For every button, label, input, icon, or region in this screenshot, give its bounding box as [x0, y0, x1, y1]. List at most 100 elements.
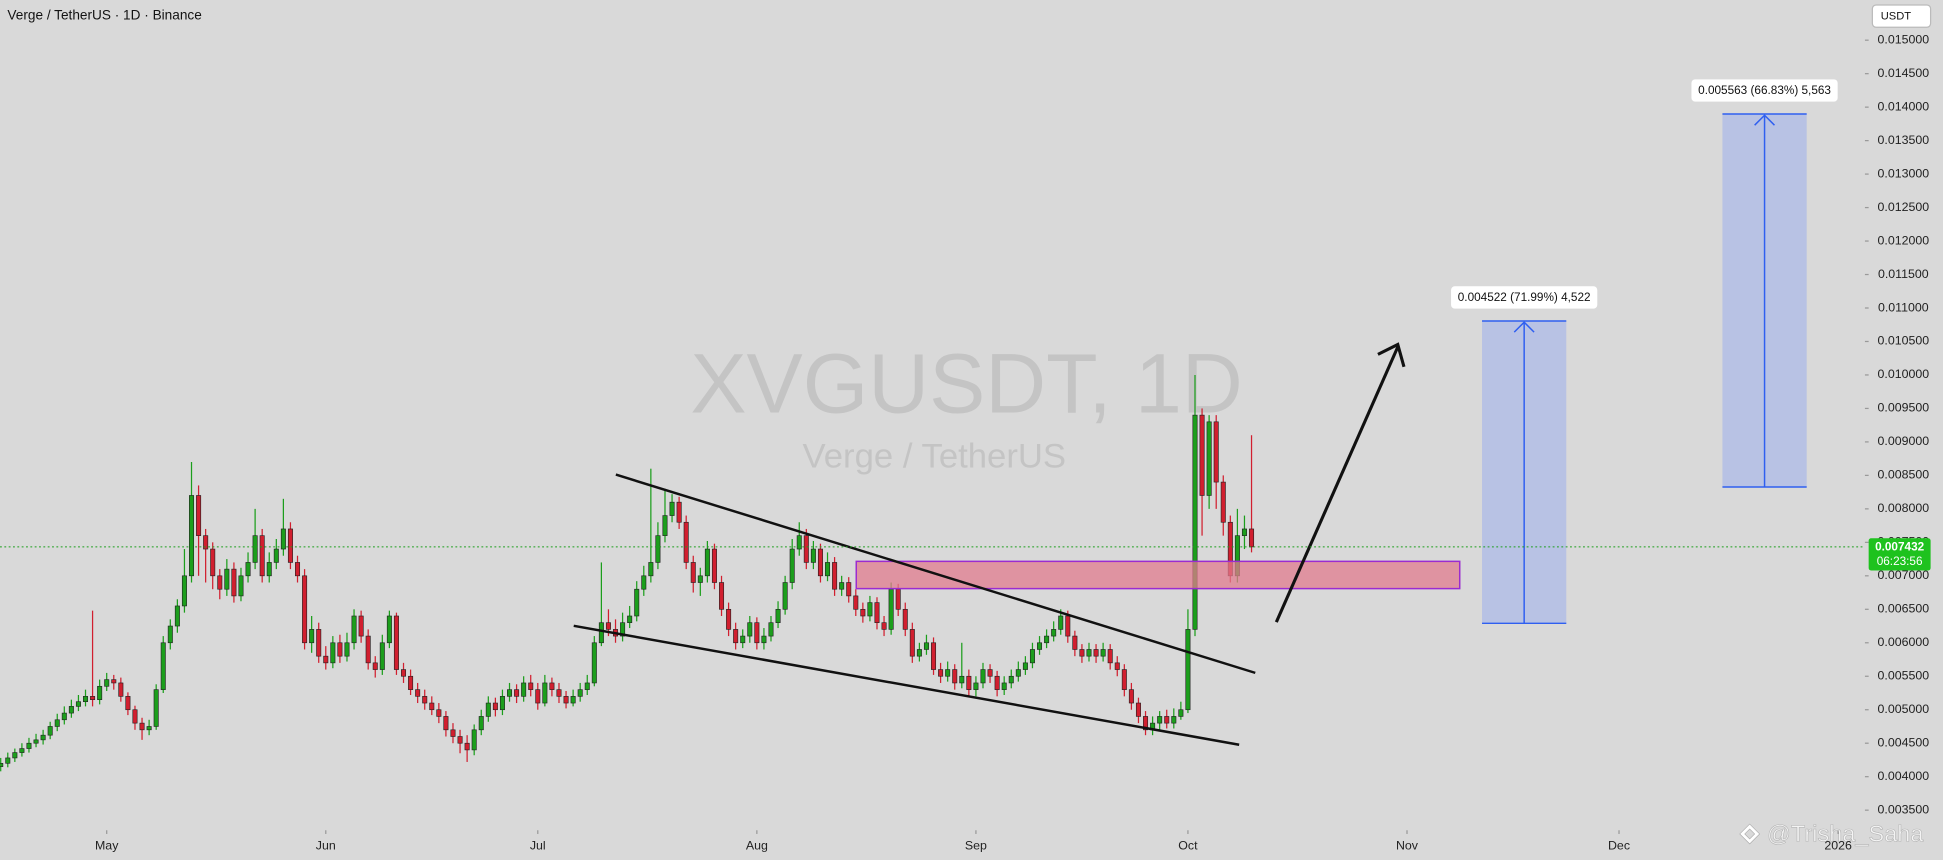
y-tick-label: 0.007000	[1878, 568, 1930, 582]
candle-body	[909, 629, 915, 657]
candle-body	[1185, 629, 1191, 711]
candle-body	[478, 716, 484, 731]
candle-body	[492, 702, 498, 711]
support-zone	[855, 560, 1461, 590]
candle-body	[196, 495, 202, 536]
candle-body	[825, 562, 831, 577]
candle-body	[1213, 421, 1219, 483]
candle-body	[641, 575, 647, 590]
candle-body	[153, 689, 159, 727]
candle-body	[1072, 635, 1078, 650]
candle-body	[740, 635, 746, 644]
signature-text: @Trisha_Saha	[1767, 820, 1924, 846]
candle-body	[881, 622, 887, 630]
candle-body	[1029, 649, 1035, 664]
candle-body	[1015, 669, 1021, 677]
candle-body	[1107, 649, 1113, 664]
y-tick-label: 0.006000	[1878, 635, 1930, 649]
x-tick-label: Jul	[530, 839, 546, 853]
candle-body	[464, 742, 470, 751]
candle-body	[690, 562, 696, 583]
candle-body	[747, 622, 753, 637]
candle-body	[874, 602, 880, 623]
y-tick-label: 0.003500	[1878, 802, 1930, 816]
candle-body	[789, 548, 795, 583]
candle-body	[584, 682, 590, 690]
candle-body	[902, 608, 908, 630]
candle-body	[245, 562, 251, 577]
last-price-label: 0.007432	[1875, 541, 1925, 554]
candle-body	[726, 608, 732, 630]
x-tick-label: Nov	[1396, 839, 1419, 853]
arrow	[1274, 346, 1400, 623]
candle-body	[627, 615, 633, 623]
candle-body	[733, 629, 739, 644]
y-tick-label: 0.014500	[1878, 66, 1930, 80]
chart-title: Verge / TetherUS · 1D · Binance	[7, 8, 201, 23]
candle-body	[542, 682, 548, 704]
candle-body	[775, 608, 781, 623]
candle-body	[83, 696, 89, 703]
candle-body	[796, 535, 802, 550]
candle-body	[1022, 662, 1028, 670]
y-tick-label: 0.010500	[1878, 334, 1930, 348]
candle-body	[408, 675, 414, 690]
candle-body	[323, 655, 329, 664]
candle-body	[711, 548, 717, 583]
y-tick-label: 0.015000	[1878, 32, 1930, 46]
candle-body	[280, 528, 286, 550]
candle-body	[1128, 689, 1134, 704]
candle-body	[895, 588, 901, 610]
candle-body	[803, 535, 809, 563]
candle-body	[1001, 682, 1007, 690]
watermark-name: Verge / TetherUS	[803, 438, 1067, 476]
y-tick-label: 0.004000	[1878, 769, 1930, 783]
candle-body	[1206, 421, 1212, 496]
candle-body	[704, 548, 710, 577]
candle-body	[146, 726, 152, 731]
candle-body	[782, 582, 788, 610]
candle-body	[125, 696, 131, 711]
candle-body	[683, 521, 689, 563]
signature-logo	[1739, 823, 1761, 845]
y-tick-label: 0.012500	[1878, 200, 1930, 214]
candle-body	[1037, 642, 1043, 650]
candle-body	[556, 689, 562, 697]
candle-body	[528, 682, 534, 690]
signature: @Trisha_Saha	[1739, 820, 1925, 847]
candle-body	[365, 635, 371, 664]
target-arrow-head	[1754, 114, 1776, 126]
y-tick-label: 0.008500	[1878, 468, 1930, 482]
candle-body	[132, 709, 138, 724]
candle-body	[422, 696, 428, 704]
candle-body	[273, 548, 279, 563]
candle-body	[860, 608, 866, 617]
candle-body	[1171, 716, 1177, 724]
candle-body	[309, 629, 315, 644]
candle-body	[330, 642, 336, 664]
candle-body	[605, 622, 611, 630]
candle-body	[238, 575, 244, 597]
y-tick-label: 0.009500	[1878, 401, 1930, 415]
candle-body	[358, 615, 364, 637]
candle-body	[118, 682, 124, 697]
y-tick-label: 0.011500	[1878, 267, 1929, 281]
y-tick-label: 0.008000	[1878, 501, 1930, 515]
candle-body	[669, 501, 675, 516]
drawings: 0.004522 (71.99%) 4,522 0.005563 (66.83%…	[573, 79, 1838, 746]
candle-body	[160, 642, 166, 690]
trendline-lower	[573, 624, 1240, 746]
candle-body	[719, 582, 725, 610]
candle-body	[563, 696, 569, 704]
y-tick-label: 0.009000	[1878, 434, 1930, 448]
candle-body	[1135, 702, 1141, 717]
candle-body	[40, 734, 46, 741]
candle-body	[839, 582, 845, 590]
candle-body	[436, 709, 442, 717]
candle-body	[853, 595, 859, 610]
candle-body	[1058, 615, 1064, 630]
candle-body	[224, 568, 230, 590]
candle-body	[203, 535, 209, 550]
